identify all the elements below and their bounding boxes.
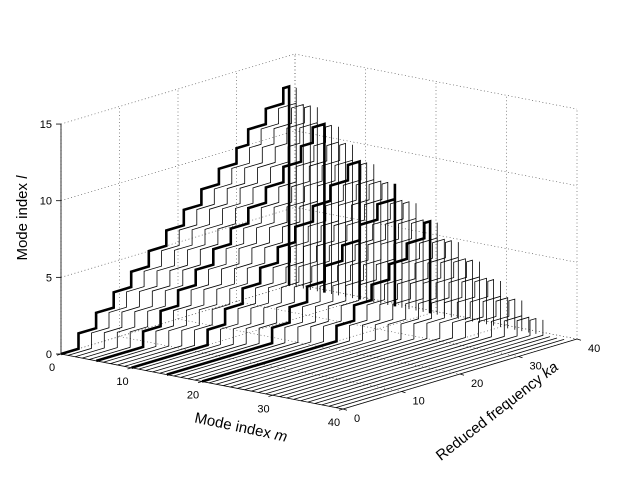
trace-m26 <box>244 259 473 391</box>
trace-m34 <box>300 316 530 402</box>
grid-lines <box>60 53 578 410</box>
grid-line <box>60 53 296 125</box>
trace-m18 <box>187 203 417 380</box>
y-tick-mark <box>518 356 523 359</box>
trace-m35 <box>307 317 537 403</box>
y-tick-label: 0 <box>354 413 360 425</box>
trace-m36 <box>314 319 544 404</box>
trace-m37 <box>321 336 551 406</box>
trace-m38 <box>328 337 558 407</box>
grid-line <box>272 324 507 396</box>
trace-m6 <box>103 124 332 363</box>
y-tick-mark <box>401 391 406 394</box>
trace-m23 <box>223 240 452 386</box>
highlighted-trace-m5 <box>95 122 326 363</box>
x-tick-label: 20 <box>187 390 199 402</box>
tick-labels: 0 5 10 15 0 10 20 30 40 0 10 20 30 40 <box>40 119 601 429</box>
x-tick-label: 10 <box>116 376 128 388</box>
mode-traces <box>60 84 565 408</box>
trace-m19 <box>194 219 424 381</box>
x-tick-label: 30 <box>257 403 269 415</box>
trace-m29 <box>265 279 495 395</box>
trace-m25 <box>237 258 466 389</box>
z-tick-label: 10 <box>40 196 52 208</box>
y-tick-label: 10 <box>413 396 425 408</box>
z-tick-label: 0 <box>46 349 52 361</box>
highlighted-trace-m0 <box>60 84 291 356</box>
grid-line <box>131 297 366 369</box>
y-tick-label: 40 <box>588 343 600 355</box>
trace-m32 <box>286 298 516 399</box>
y-tick-label: 30 <box>530 361 542 373</box>
trace-m16 <box>173 199 403 377</box>
trace-m30 <box>272 281 502 396</box>
x-tick-mark <box>127 367 132 370</box>
grid-line <box>236 301 519 357</box>
grid-line <box>294 283 578 340</box>
trace-m4 <box>89 107 318 360</box>
trace-m13 <box>152 180 382 373</box>
z-axis-title: Mode index l <box>14 175 31 261</box>
trace-m2 <box>74 103 304 358</box>
y-tick-mark <box>342 408 348 411</box>
trace-m8 <box>117 142 346 366</box>
trace-m11 <box>138 162 368 370</box>
trace-m9 <box>124 144 354 367</box>
trace-m39 <box>335 339 565 408</box>
grid-line <box>294 53 578 110</box>
x-tick-mark <box>197 381 203 384</box>
trace-m14 <box>159 181 389 374</box>
grid-line <box>60 130 296 201</box>
y-axis-title: Reduced frequency ka <box>433 359 562 465</box>
trace-m17 <box>180 201 410 378</box>
highlighted-trace-m10 <box>131 159 361 370</box>
y-tick-mark <box>459 373 465 376</box>
z-tick-label: 15 <box>40 119 52 131</box>
y-tick-label: 20 <box>471 378 483 390</box>
trace-m3 <box>82 105 311 359</box>
x-tick-label: 40 <box>328 417 340 429</box>
x-tick-mark <box>268 394 273 397</box>
grid-line <box>294 130 578 186</box>
trace-m31 <box>279 297 509 397</box>
z-tick-label: 5 <box>46 272 52 284</box>
x-axis-title: Mode index m <box>193 409 289 445</box>
grid-line <box>60 207 296 278</box>
x-tick-mark <box>56 353 62 356</box>
x-tick-mark <box>338 408 344 411</box>
grid-line <box>294 207 578 263</box>
trace-m7 <box>110 126 339 364</box>
highlighted-trace-m15 <box>166 183 397 376</box>
trace-m33 <box>293 300 523 400</box>
trace-m22 <box>215 238 445 385</box>
trace-m27 <box>251 261 480 392</box>
grid-line <box>201 311 437 382</box>
trace-m28 <box>258 277 487 393</box>
y-tick-mark <box>576 338 582 341</box>
x-tick-label: 0 <box>49 362 55 374</box>
highlighted-trace-m20 <box>201 219 432 383</box>
trace-m1 <box>67 87 297 356</box>
trace-m21 <box>208 222 438 384</box>
